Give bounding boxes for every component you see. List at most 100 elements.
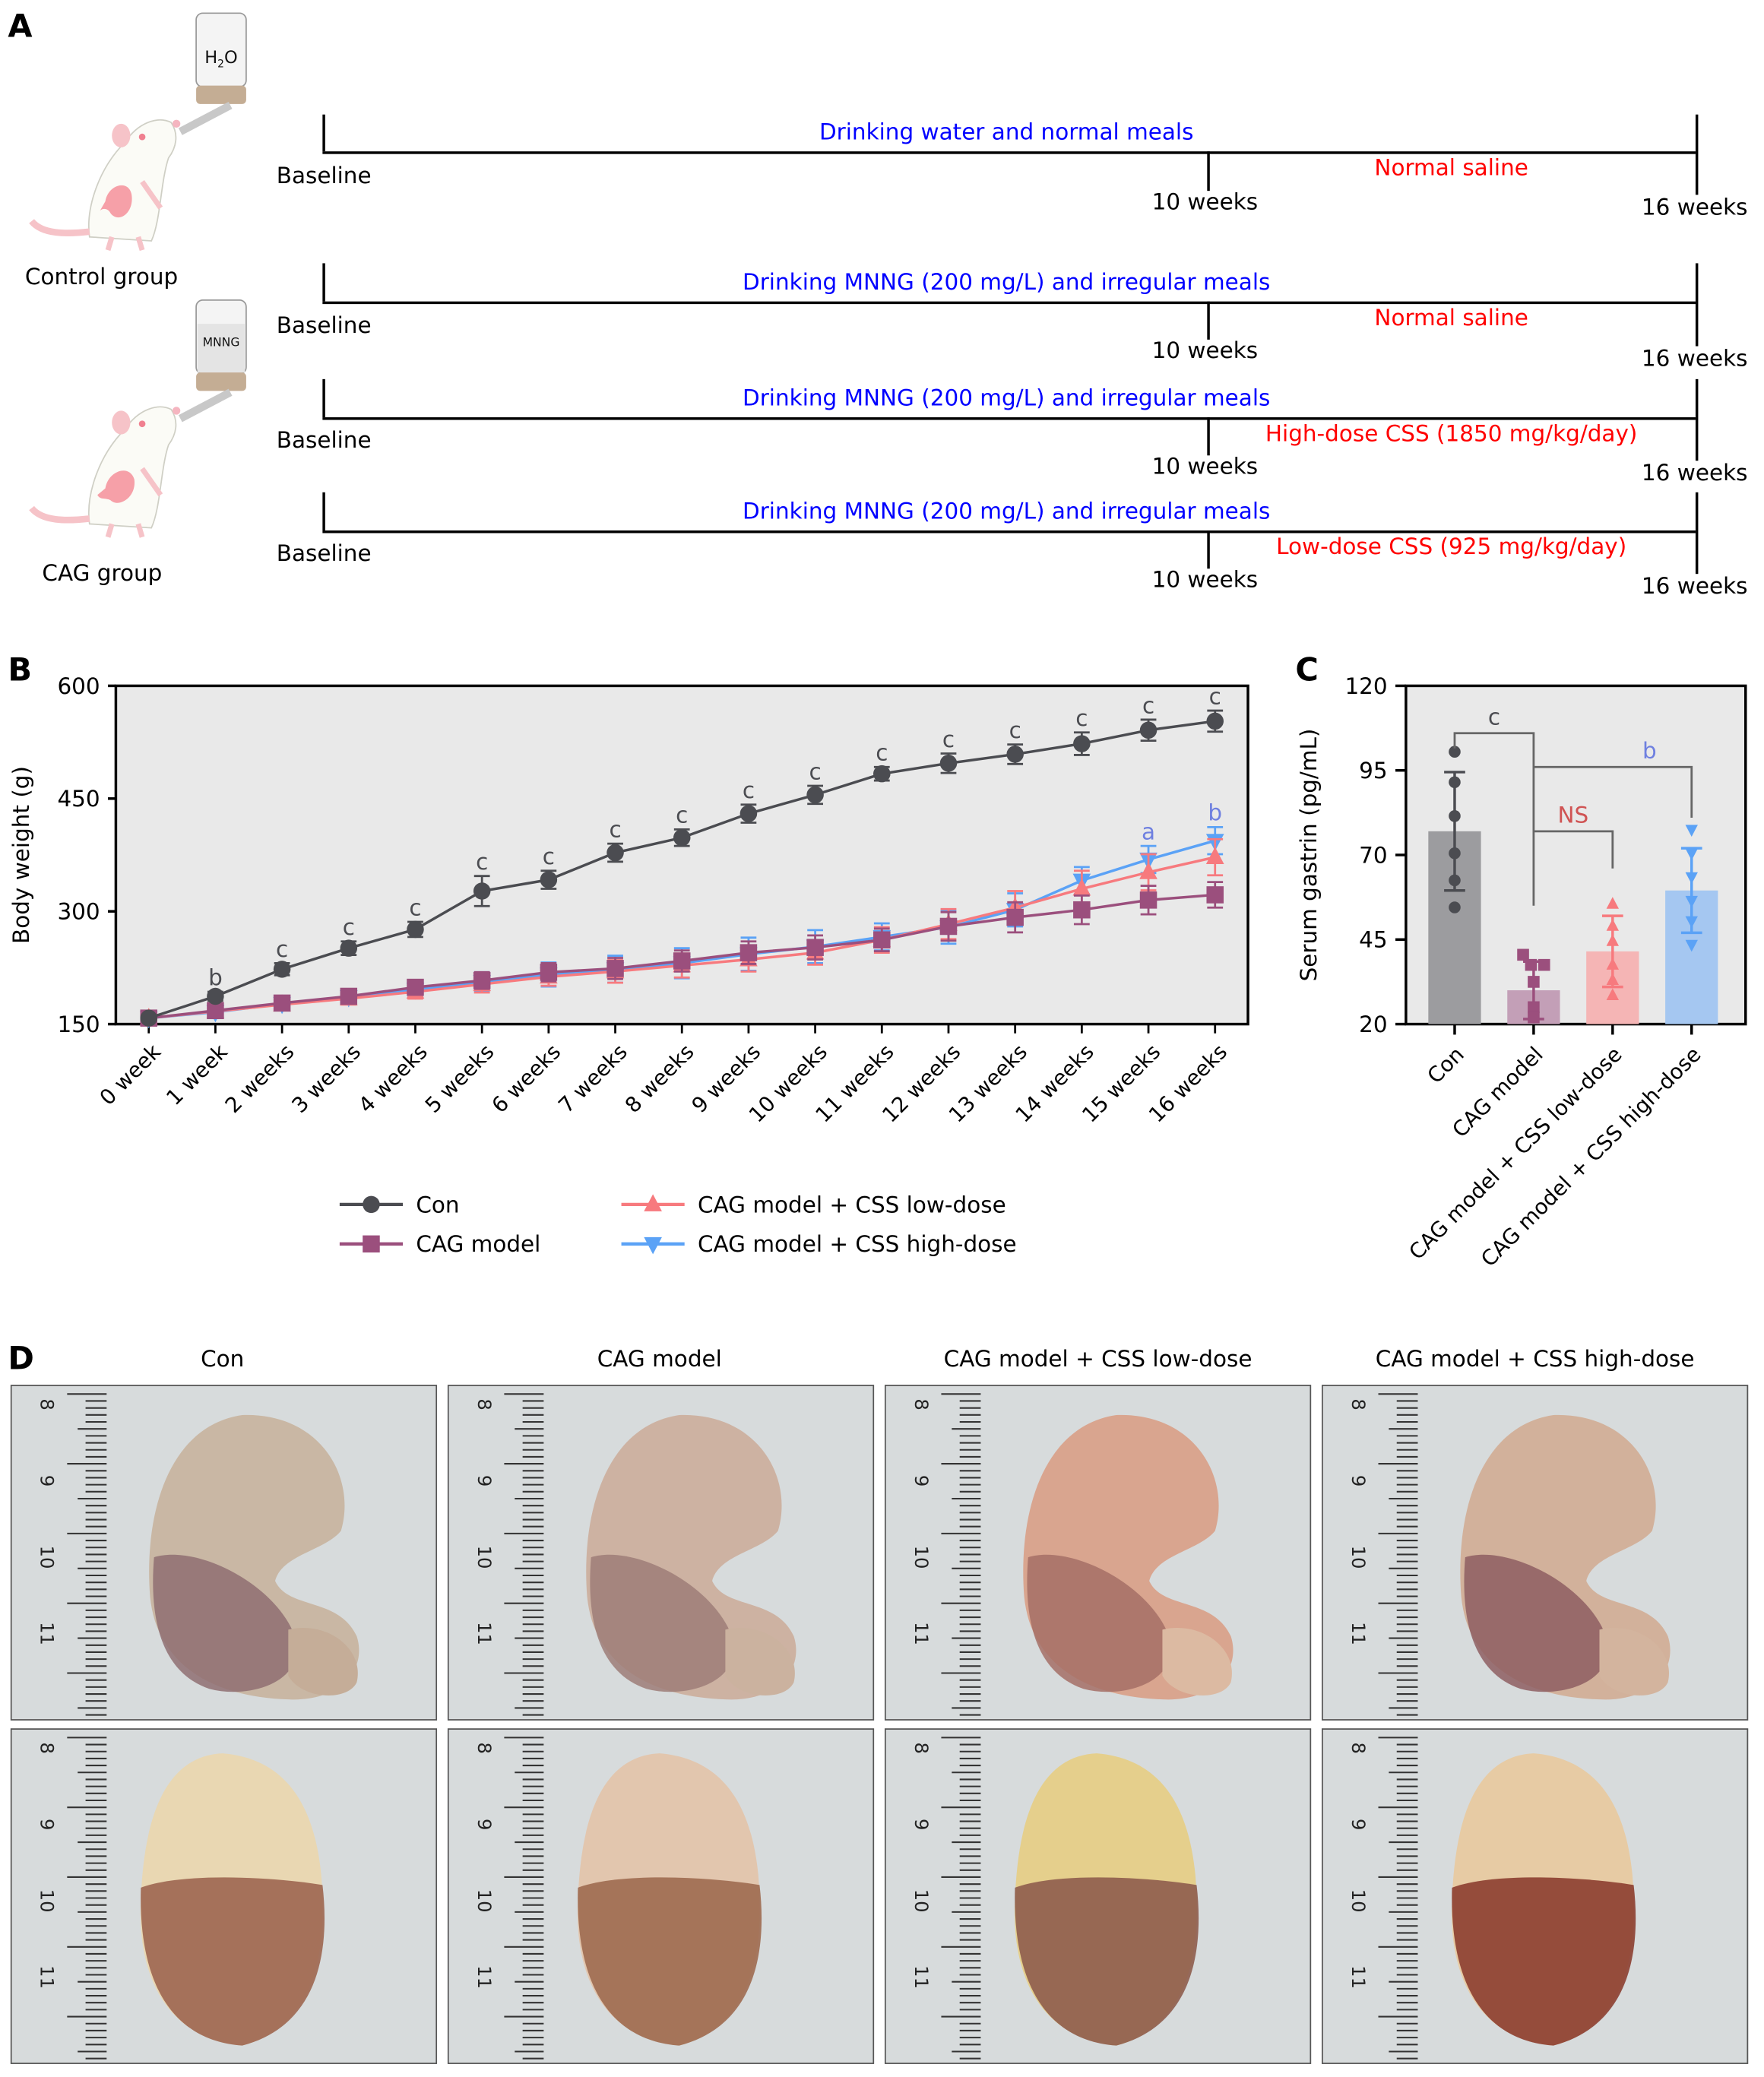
data-point-con bbox=[1206, 712, 1224, 730]
data-point-con bbox=[540, 871, 558, 888]
ruler-label: 10 bbox=[1348, 1546, 1370, 1569]
timeline-10-week-tick bbox=[1207, 301, 1209, 340]
significance-label: c bbox=[276, 936, 288, 962]
column-title: CAG model + CSS low-dose bbox=[943, 1346, 1253, 1373]
stomach-opened-photo: 8 9 10 11 bbox=[10, 1728, 438, 2064]
data-point-high bbox=[1685, 939, 1698, 952]
timeline-10-week-tick bbox=[1207, 151, 1209, 192]
timeline-start-tick bbox=[322, 492, 325, 531]
ruler-icon: 8 9 10 11 bbox=[36, 1393, 107, 1716]
y-tick-label: 70 bbox=[1359, 842, 1387, 868]
panel-a-label: A bbox=[8, 8, 33, 45]
legend-label: CAG model + CSS low-dose bbox=[698, 1192, 1006, 1217]
legend-label: Con bbox=[416, 1192, 459, 1217]
data-point-con bbox=[1449, 874, 1461, 887]
ruler-label: 10 bbox=[36, 1889, 59, 1913]
data-point-model bbox=[1528, 976, 1540, 988]
ruler-label: 11 bbox=[1348, 1622, 1370, 1645]
ruler-label: 11 bbox=[911, 1622, 933, 1645]
phase1-label: Drinking MNNG (200 mg/L) and irregular m… bbox=[743, 270, 1271, 296]
data-point-model bbox=[340, 987, 358, 1005]
column-title: CAG model bbox=[597, 1346, 722, 1373]
x-tick-label: 5 weeks bbox=[420, 1039, 499, 1118]
ruler-label: 10 bbox=[911, 1546, 933, 1569]
data-point-con bbox=[273, 961, 291, 978]
significance-label: b bbox=[1208, 800, 1222, 826]
opened-stomach-glandular bbox=[1015, 1877, 1199, 2046]
x-tick-label: 7 weeks bbox=[553, 1039, 632, 1118]
stomach-external-photo: 8 9 10 11 bbox=[447, 1385, 875, 1721]
data-point-con bbox=[1449, 810, 1461, 822]
stomach-corpus bbox=[590, 1554, 734, 1692]
photo-content: 8 9 10 11 bbox=[1322, 1385, 1747, 1720]
timeline-axis bbox=[322, 530, 1696, 533]
stomach-corpus bbox=[153, 1554, 297, 1692]
stomach-external-photo: 8 9 10 11 bbox=[10, 1385, 438, 1721]
significance-label: c bbox=[543, 844, 555, 869]
photo-content: 8 9 10 11 bbox=[1322, 1729, 1747, 2063]
data-point-con bbox=[873, 765, 891, 783]
data-point-low bbox=[1606, 973, 1620, 985]
ruler-label: 8 bbox=[473, 1743, 496, 1754]
data-point-con bbox=[939, 755, 958, 772]
comparison-bracket bbox=[1533, 830, 1614, 869]
legend-marker-high bbox=[644, 1236, 662, 1255]
photo-content: 8 9 10 11 bbox=[448, 1729, 873, 2063]
data-point-model bbox=[1517, 948, 1529, 961]
x-tick-label: 8 weeks bbox=[620, 1039, 699, 1118]
legend-marker-model bbox=[363, 1235, 380, 1253]
data-point-con bbox=[1449, 847, 1461, 860]
sixteen-weeks-label: 16 weeks bbox=[1641, 574, 1748, 600]
stomach-opened-photo: 8 9 10 11 bbox=[447, 1728, 875, 2064]
data-point-model bbox=[1528, 1011, 1540, 1024]
timeline-16-week-tick bbox=[1695, 492, 1698, 575]
ruler-icon: 8 9 10 11 bbox=[473, 1737, 544, 2060]
data-point-model bbox=[806, 939, 824, 956]
x-tick-label: 3 weeks bbox=[287, 1039, 366, 1118]
phase1-label: Drinking MNNG (200 mg/L) and irregular m… bbox=[743, 385, 1271, 413]
baseline-label: Baseline bbox=[276, 540, 372, 568]
stomach-external-photo: 8 9 10 11 bbox=[884, 1385, 1312, 1721]
data-point-model bbox=[1073, 901, 1091, 919]
data-point-low bbox=[1139, 862, 1158, 879]
stomach-corpus bbox=[1464, 1554, 1608, 1692]
photo-content: 8 9 10 11 bbox=[11, 1729, 436, 2063]
cag-group-label: CAG group bbox=[42, 560, 163, 587]
baseline-label: Baseline bbox=[276, 313, 372, 340]
ruler-icon: 8 9 10 11 bbox=[911, 1737, 981, 2060]
y-axis-title: Serum gastrin (pg/mL) bbox=[1296, 729, 1322, 982]
ruler-icon: 8 9 10 11 bbox=[1348, 1737, 1418, 2060]
data-point-con bbox=[1139, 721, 1158, 739]
data-point-con bbox=[1449, 746, 1461, 758]
ruler-label: 9 bbox=[36, 1475, 59, 1487]
control-group-label: Control group bbox=[24, 264, 179, 291]
ruler-label: 11 bbox=[36, 1965, 59, 1989]
y-axis-title: Body weight (g) bbox=[8, 766, 34, 944]
comparison-bracket bbox=[1453, 732, 1535, 906]
data-point-con bbox=[1073, 735, 1091, 752]
ruler-icon: 8 9 10 11 bbox=[473, 1393, 544, 1716]
data-point-low bbox=[1606, 897, 1620, 909]
timeline-axis bbox=[322, 301, 1696, 304]
ruler-label: 11 bbox=[473, 1622, 496, 1645]
comparison-label: b bbox=[1642, 738, 1657, 764]
data-point-con bbox=[1449, 901, 1461, 913]
baseline-label: Baseline bbox=[276, 427, 372, 454]
ruler-icon: 8 9 10 11 bbox=[1348, 1393, 1418, 1716]
photo-content: 8 9 10 11 bbox=[885, 1385, 1310, 1720]
column-title: CAG model + CSS high-dose bbox=[1375, 1346, 1695, 1373]
ruler-label: 10 bbox=[473, 1546, 496, 1569]
ruler-label: 11 bbox=[473, 1965, 496, 1989]
column-title: Con bbox=[201, 1346, 245, 1373]
data-point-con bbox=[673, 828, 691, 847]
significance-label: c bbox=[876, 740, 888, 766]
stomach-corpus bbox=[1027, 1554, 1171, 1692]
significance-label: c bbox=[609, 817, 621, 843]
ruler-icon: 8 9 10 11 bbox=[911, 1393, 981, 1716]
data-point-model bbox=[1139, 891, 1158, 909]
x-tick-label: 2 weeks bbox=[220, 1039, 299, 1118]
phase2-label: Normal saline bbox=[1374, 305, 1528, 332]
timeline-10-week-tick bbox=[1207, 417, 1209, 456]
